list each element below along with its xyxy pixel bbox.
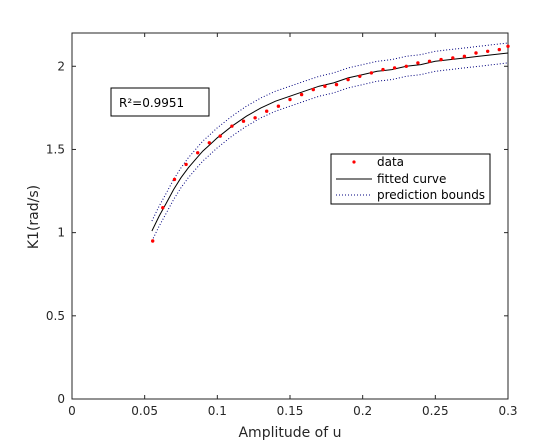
data-point [323,84,327,88]
y-tick-label: 1 [57,226,65,240]
data-point [416,61,420,65]
y-tick-label: 0.5 [46,309,65,323]
data-point [334,82,339,87]
x-tick-label: 0.05 [131,404,158,418]
fitted-curve [151,52,509,232]
data-point [241,119,246,123]
x-tick-label: 0.3 [498,404,517,418]
data-point [288,97,292,102]
data-point [346,77,350,82]
y-tick-label: 2 [57,59,65,73]
annotation-text: R²=0.9951 [119,96,184,110]
prediction-bound-line-0 [151,42,509,222]
data-point [172,177,177,182]
annotation-box [110,87,210,117]
data-point [207,141,211,145]
data-point [311,87,315,92]
data-point [381,67,385,72]
legend-marker-data [352,160,356,164]
data-point [358,74,362,79]
data-point [486,49,490,53]
x-axis-ticks: 0 0.05 0.1 0.15 0.2 0.25 0.3 [68,33,518,418]
prediction-bounds [151,42,509,242]
data-point [427,59,432,63]
data-point [392,66,397,70]
data-point [462,54,467,58]
y-tick-label: 0 [57,392,65,406]
data-point [299,92,304,97]
data-point [218,134,222,138]
x-tick-label: 0.25 [422,404,449,418]
x-tick-label: 0 [68,404,76,418]
x-tick-label: 0.2 [353,404,372,418]
legend-label-bounds: prediction bounds [377,188,485,202]
legend: data fitted curve prediction bounds [330,153,491,205]
data-point [439,57,443,62]
x-tick-label: 0.1 [208,404,227,418]
prediction-bound-line-1 [151,62,509,242]
legend-label-fit: fitted curve [377,172,446,186]
data-points [151,44,510,243]
data-point [369,71,374,75]
y-axis-ticks: 0 0.5 1 1.5 2 [46,59,508,406]
x-axis-title: Amplitude of u [238,425,341,441]
data-point [265,109,269,113]
legend-label-data: data [377,155,404,169]
data-point [276,104,281,108]
data-point [497,47,501,52]
data-point [474,51,478,55]
data-point [184,162,188,167]
data-point [151,239,155,243]
y-tick-label: 1.5 [46,142,65,156]
x-tick-label: 0.15 [277,404,304,418]
data-point [451,56,455,60]
data-point [196,151,200,155]
fitted-curve-line [151,52,509,232]
data-point [230,124,234,128]
data-point [404,64,408,69]
data-point [253,116,257,120]
r-squared-annotation: R²=0.9951 [110,87,210,117]
data-point [161,206,165,210]
data-point [506,44,510,48]
y-axis-title: K1(rad/s) [26,185,42,249]
